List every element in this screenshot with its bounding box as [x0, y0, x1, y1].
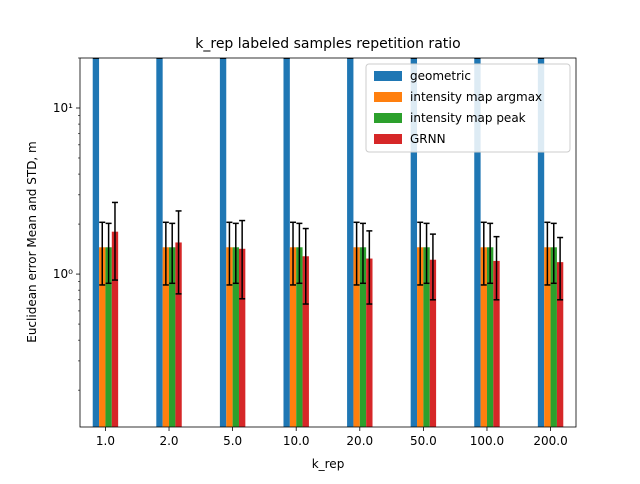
axes: 1.0 2.0 5.0 10.0 20.0 50.0 100.0 200.0 10⁰ 10¹	[53, 57, 577, 448]
y-tick-label: 10⁰	[53, 267, 73, 281]
bar-GRNN-10.0	[302, 256, 309, 427]
bar-GRNN-20.0	[366, 258, 373, 427]
bar-geometric-5.0	[219, 58, 227, 427]
x-tick-label-1.0: 1.0	[96, 434, 115, 448]
legend-label-intensity-map-argmax: intensity map argmax	[410, 90, 542, 104]
bar-intensity-map-argmax-10.0	[289, 247, 297, 427]
bar-intensity-map-argmax-1.0	[99, 247, 106, 427]
legend-label-geometric: geometric	[410, 69, 471, 83]
bar-intensity-map-peak-20.0	[359, 247, 367, 427]
bar-geometric-100.0	[474, 58, 481, 427]
bar-intensity-map-argmax-20.0	[353, 247, 360, 427]
x-tick-label-200.0: 200.0	[533, 434, 567, 448]
bars-group	[92, 58, 564, 427]
legend-swatch-geometric	[374, 71, 402, 81]
bar-intensity-map-peak-1.0	[105, 247, 112, 427]
bar-GRNN-100.0	[493, 260, 500, 427]
legend-swatch-intensity-map-peak	[374, 113, 402, 123]
x-tick-label-100.0: 100.0	[470, 434, 504, 448]
legend-box	[365, 63, 571, 153]
legend: geometric intensity map argmax intensity m…	[365, 63, 571, 153]
bar-geometric-50.0	[410, 58, 418, 427]
bar-intensity-map-argmax-200.0	[544, 247, 551, 427]
bar-intensity-map-peak-10.0	[296, 247, 303, 427]
bar-geometric-200.0	[537, 58, 545, 427]
x-tick-label-5.0: 5.0	[223, 434, 242, 448]
bar-geometric-2.0	[156, 58, 163, 427]
bar-GRNN-50.0	[429, 259, 437, 427]
x-tick-label-20.0: 20.0	[346, 434, 373, 448]
bar-intensity-map-peak-5.0	[232, 247, 239, 427]
plot-frame	[79, 57, 577, 428]
bar-GRNN-1.0	[111, 231, 119, 427]
chart-title: k_rep labeled samples repetition ratio	[195, 36, 460, 52]
x-axis-label: k_rep	[312, 457, 345, 471]
y-tick-label: 10¹	[53, 101, 73, 115]
bar-GRNN-200.0	[556, 262, 564, 427]
bar-geometric-1.0	[92, 58, 100, 427]
bar-GRNN-5.0	[238, 248, 246, 427]
legend-label-intensity-map-peak: intensity map peak	[410, 111, 526, 125]
plot-area	[92, 58, 564, 427]
bar-GRNN-2.0	[175, 242, 182, 427]
legend-swatch-GRNN	[374, 134, 402, 144]
bar-intensity-map-peak-2.0	[169, 247, 176, 427]
legend-label-GRNN: GRNN	[410, 132, 446, 146]
bar-intensity-map-argmax-5.0	[226, 247, 233, 427]
bar-geometric-20.0	[347, 58, 354, 427]
x-tick-label-50.0: 50.0	[410, 434, 437, 448]
x-tick-label-2.0: 2.0	[159, 434, 178, 448]
y-axis-label: Euclidean error Mean and STD, m	[25, 141, 39, 343]
bar-intensity-map-peak-200.0	[550, 247, 557, 427]
legend-swatch-intensity-map-argmax	[374, 92, 402, 102]
bar-intensity-map-peak-100.0	[486, 247, 494, 427]
bar-intensity-map-argmax-2.0	[162, 247, 170, 427]
bar-intensity-map-argmax-100.0	[480, 247, 487, 427]
bar-intensity-map-argmax-50.0	[417, 247, 424, 427]
x-tick-label-10.0: 10.0	[283, 434, 310, 448]
bar-geometric-10.0	[283, 58, 290, 427]
bar-intensity-map-peak-50.0	[423, 247, 430, 427]
